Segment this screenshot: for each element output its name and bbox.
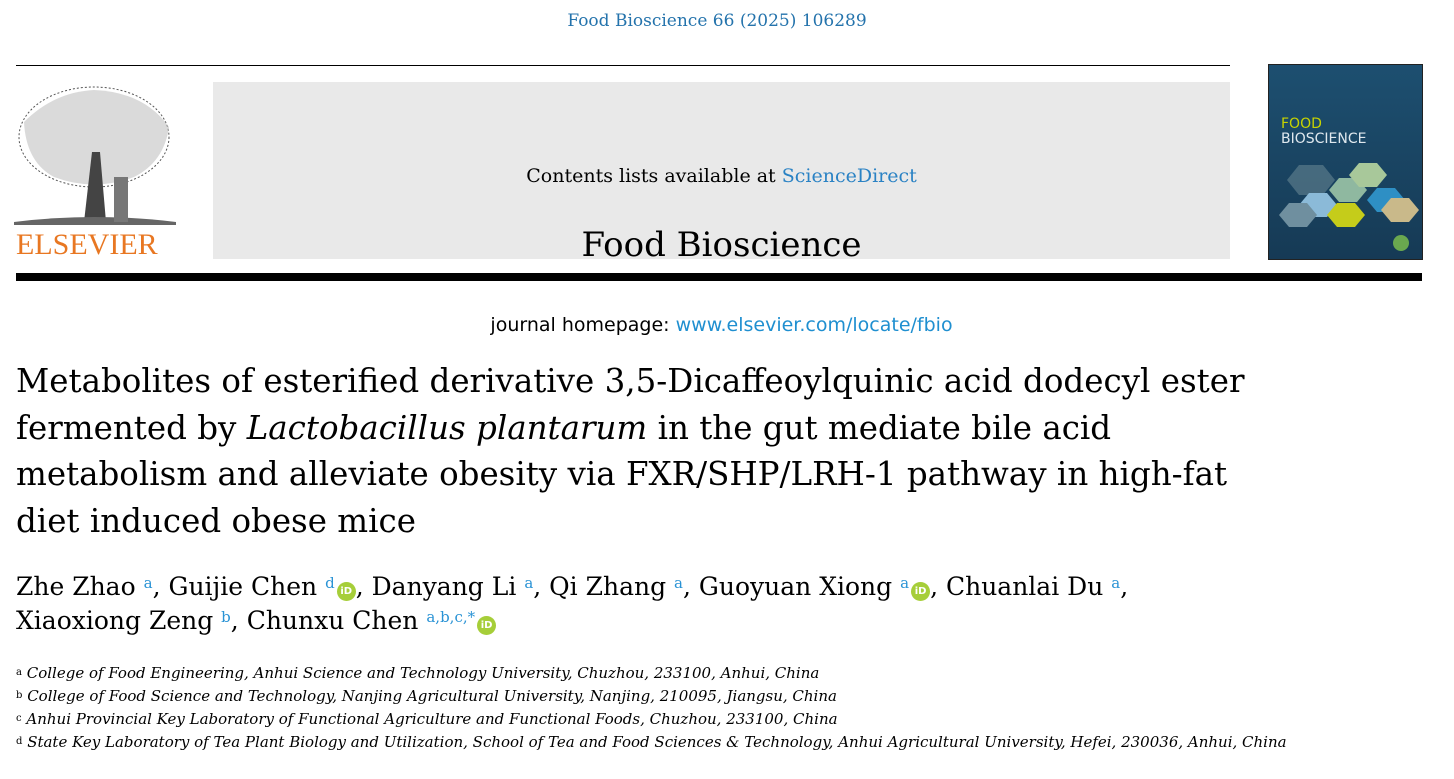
- journal-citation[interactable]: Food Bioscience 66 (2025) 106289: [567, 11, 867, 31]
- affiliation-key: b: [16, 690, 23, 701]
- author[interactable]: Guijie Chen d iD: [168, 572, 356, 601]
- tree-icon: [14, 86, 176, 225]
- orcid-icon[interactable]: iD: [336, 582, 356, 601]
- divider: [16, 65, 1230, 66]
- journal-name: Food Bioscience: [581, 225, 862, 265]
- author-name[interactable]: Guijie Chen: [168, 572, 318, 601]
- journal-cover[interactable]: FOOD BIOSCIENCE: [1268, 64, 1423, 260]
- cover-title-bioscience: BIOSCIENCE: [1281, 131, 1367, 147]
- affiliation: a College of Food Engineering, Anhui Sci…: [16, 662, 1287, 685]
- contents-prefix: Contents lists available at: [526, 165, 782, 187]
- author[interactable]: Chunxu Chen a,b,c,* iD: [246, 606, 497, 635]
- author[interactable]: Xiaoxiong Zeng b: [16, 606, 231, 635]
- author-name[interactable]: Xiaoxiong Zeng: [16, 606, 214, 635]
- sciencedirect-link[interactable]: ScienceDirect: [781, 165, 917, 187]
- author[interactable]: Qi Zhang a: [549, 572, 683, 601]
- title-text: Metabolites of esterified derivative 3,5…: [16, 362, 1245, 447]
- author-name[interactable]: Chunxu Chen: [246, 606, 419, 635]
- author[interactable]: Guoyuan Xiong a iD: [698, 572, 931, 601]
- affiliation: d State Key Laboratory of Tea Plant Biol…: [16, 731, 1287, 754]
- orcid-icon[interactable]: iD: [477, 616, 497, 635]
- author-name[interactable]: Zhe Zhao: [16, 572, 136, 601]
- contents-line: Contents lists available at ScienceDirec…: [213, 165, 1230, 187]
- author-name[interactable]: Danyang Li: [371, 572, 517, 601]
- author-affiliation-ref[interactable]: d: [325, 574, 335, 592]
- affiliation-text: College of Food Engineering, Anhui Scien…: [26, 664, 820, 682]
- affiliation-key: c: [16, 713, 22, 724]
- affiliation-list: a College of Food Engineering, Anhui Sci…: [16, 662, 1287, 754]
- author-affiliation-ref[interactable]: a: [524, 574, 534, 592]
- affiliation-key: d: [16, 736, 23, 747]
- title-text: in the gut mediate bile acid metabolism …: [16, 408, 1228, 540]
- author-affiliation-ref[interactable]: b: [221, 608, 231, 626]
- author-list: Zhe Zhao a, Guijie Chen d iD, Danyang Li …: [16, 572, 1129, 635]
- author[interactable]: Zhe Zhao a: [16, 572, 153, 601]
- author-affiliation-ref[interactable]: a: [143, 574, 153, 592]
- homepage-link[interactable]: www.elsevier.com/locate/fbio: [675, 314, 953, 336]
- affiliation-text: College of Food Science and Technology, …: [27, 687, 837, 705]
- affiliation: c Anhui Provincial Key Laboratory of Fun…: [16, 708, 1287, 731]
- cover-title-food: FOOD: [1281, 116, 1322, 132]
- header-rule: [16, 273, 1422, 281]
- orcid-icon[interactable]: iD: [911, 582, 931, 601]
- affiliation-key: a: [16, 667, 22, 678]
- elsevier-wordmark: ELSEVIER: [16, 228, 158, 261]
- affiliation-text: State Key Laboratory of Tea Plant Biolog…: [27, 733, 1287, 751]
- elsevier-logo[interactable]: ELSEVIER: [14, 82, 176, 261]
- title-species: Lactobacillus plantarum: [246, 408, 648, 447]
- author-affiliation-ref[interactable]: a,b,c,*: [426, 608, 476, 626]
- author-name[interactable]: Chuanlai Du: [945, 572, 1104, 601]
- author-name[interactable]: Qi Zhang: [549, 572, 667, 601]
- article-title: Metabolites of esterified derivative 3,5…: [16, 358, 1246, 544]
- affiliation: b College of Food Science and Technology…: [16, 685, 1287, 708]
- cover-badge-icon: [1393, 235, 1409, 251]
- affiliation-text: Anhui Provincial Key Laboratory of Funct…: [26, 710, 838, 728]
- author-affiliation-ref[interactable]: a: [1111, 574, 1121, 592]
- journal-header: Contents lists available at ScienceDirec…: [213, 82, 1230, 336]
- author-affiliation-ref[interactable]: a: [900, 574, 910, 592]
- homepage-line: journal homepage: www.elsevier.com/locat…: [213, 314, 1230, 336]
- author-name[interactable]: Guoyuan Xiong: [698, 572, 893, 601]
- author-affiliation-ref[interactable]: a: [674, 574, 683, 592]
- author[interactable]: Chuanlai Du a: [946, 572, 1120, 601]
- homepage-prefix: journal homepage:: [490, 314, 676, 336]
- cover-hexagons-image: [1279, 163, 1419, 227]
- author[interactable]: Danyang Li a: [372, 572, 534, 601]
